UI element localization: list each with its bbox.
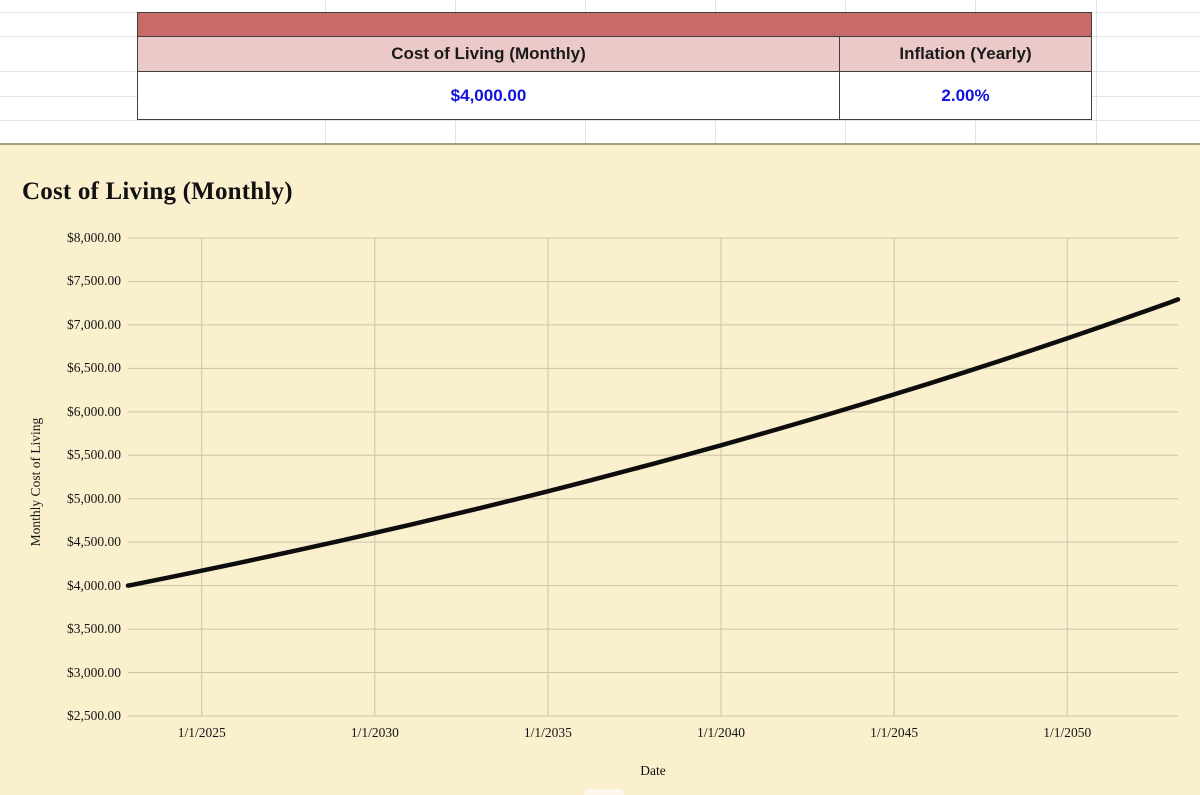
sheet-gridline: [1096, 0, 1097, 143]
x-tick-label: 1/1/2050: [1043, 725, 1092, 740]
table-header-row: Cost of Living (Monthly) Inflation (Year…: [138, 37, 1091, 72]
value-cell-cost-of-living[interactable]: $4,000.00: [450, 85, 527, 105]
x-tick-label: 1/1/2025: [177, 725, 226, 740]
y-tick-label: $3,500.00: [67, 621, 121, 637]
series-line[interactable]: [125, 297, 1181, 588]
y-tick-label: $2,500.00: [67, 708, 121, 723]
x-tick-label: 1/1/2030: [350, 725, 399, 740]
y-tick-label: $4,000.00: [67, 577, 121, 593]
plot-area: [125, 237, 1181, 717]
x-axis-title: Date: [640, 763, 666, 778]
y-axis-title: Monthly Cost of Living: [28, 417, 43, 547]
y-tick-label: $5,000.00: [67, 490, 121, 506]
y-tick-label: $3,000.00: [67, 664, 121, 680]
table-band-row[interactable]: [138, 13, 1091, 37]
chart-object[interactable]: Cost of Living (Monthly) $8,000.00 $7,500…: [0, 143, 1200, 795]
chart-title: Cost of Living (Monthly): [22, 178, 293, 205]
header-cell-cost-of-living[interactable]: Cost of Living (Monthly): [391, 44, 586, 63]
value-cell-inflation[interactable]: 2.00%: [839, 72, 1091, 119]
y-tick-label: $4,500.00: [67, 534, 121, 550]
x-tick-label: 1/1/2045: [870, 725, 919, 740]
x-tick-label: 1/1/2040: [697, 725, 746, 740]
y-tick-label: $6,500.00: [67, 360, 121, 376]
sheet-gridline: [0, 120, 1200, 121]
y-tick-label: $7,500.00: [67, 273, 121, 289]
y-tick-label: $5,500.00: [67, 447, 121, 463]
cutoff-scroll-element: [584, 789, 624, 795]
y-tick-label: $7,000.00: [67, 316, 121, 332]
header-cell-inflation[interactable]: Inflation (Yearly): [839, 37, 1091, 71]
y-tick-label: $6,000.00: [67, 403, 121, 419]
x-tick-label: 1/1/2035: [523, 725, 572, 740]
spreadsheet-grid[interactable]: Cost of Living (Monthly) Inflation (Year…: [0, 0, 1200, 143]
y-tick-label: $8,000.00: [67, 230, 121, 245]
table-value-row: $4,000.00 2.00%: [138, 72, 1091, 119]
cost-table: Cost of Living (Monthly) Inflation (Year…: [137, 12, 1092, 120]
